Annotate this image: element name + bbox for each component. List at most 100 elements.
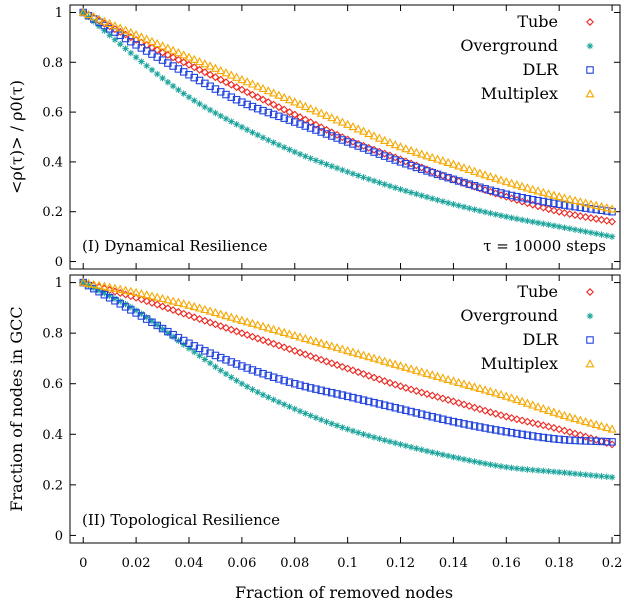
data-point — [211, 73, 220, 82]
data-point — [492, 211, 499, 218]
data-point — [232, 327, 241, 336]
panel-top: 0 0.2 0.4 0.6 0.8 1 <ρ(τ)> / ρ0(τ) (I) Dynamica… — [7, 4, 621, 270]
data-point — [338, 362, 347, 371]
data-point — [385, 137, 395, 147]
data-point — [301, 350, 310, 359]
series-multiplex — [78, 277, 617, 433]
data-point — [577, 227, 584, 234]
data-point — [322, 387, 331, 396]
data-point — [365, 146, 373, 154]
data-point — [571, 436, 579, 445]
data-point — [147, 298, 156, 307]
data-point — [566, 225, 573, 232]
data-point — [608, 217, 617, 226]
data-point — [390, 359, 400, 368]
data-point — [538, 187, 548, 196]
data-point — [216, 322, 225, 331]
data-point — [216, 75, 225, 84]
data-point — [275, 398, 283, 406]
data-point — [385, 378, 394, 387]
data-point — [544, 422, 553, 431]
data-point — [497, 463, 505, 470]
data-point — [544, 205, 553, 214]
data-point — [122, 45, 129, 52]
data-point — [195, 303, 205, 312]
data-point — [253, 93, 262, 102]
data-point — [395, 142, 406, 151]
data-point — [602, 203, 612, 212]
data-point — [450, 453, 457, 461]
data-point — [460, 400, 468, 409]
data-point — [154, 70, 161, 78]
data-point — [417, 410, 426, 418]
data-point — [359, 369, 368, 378]
data-point — [242, 317, 252, 326]
data-point — [396, 158, 405, 166]
data-point — [524, 217, 531, 225]
data-point — [512, 415, 521, 424]
data-point — [259, 95, 268, 104]
data-point — [233, 377, 240, 384]
data-point — [238, 98, 246, 106]
data-point — [285, 378, 294, 386]
data-point — [148, 66, 156, 74]
data-point — [348, 121, 358, 131]
data-point — [561, 469, 568, 476]
data-point — [608, 438, 616, 446]
data-point — [391, 380, 400, 389]
data-point — [433, 414, 442, 422]
data-point — [466, 457, 473, 464]
data-point — [327, 341, 337, 350]
data-point — [322, 130, 331, 138]
data-point — [577, 471, 584, 478]
data-point — [211, 320, 220, 329]
data-point — [550, 199, 558, 208]
data-point — [248, 366, 257, 374]
panel-annotation-right: τ = 10000 steps — [483, 237, 606, 255]
data-point — [444, 173, 452, 182]
data-point — [317, 386, 325, 395]
data-point — [164, 329, 172, 337]
data-point — [226, 312, 236, 321]
data-point — [238, 362, 246, 370]
data-point — [259, 369, 267, 378]
data-point — [470, 403, 479, 412]
data-point — [274, 326, 284, 335]
data-point — [94, 14, 104, 23]
data-point — [540, 220, 547, 227]
data-point — [466, 205, 473, 212]
data-point — [138, 58, 145, 65]
data-point — [358, 350, 369, 359]
data-point — [173, 297, 183, 306]
data-point — [581, 204, 590, 212]
data-point — [586, 213, 595, 222]
data-point — [94, 280, 104, 289]
data-point — [210, 307, 220, 317]
data-point — [184, 52, 194, 61]
data-point — [401, 362, 411, 371]
data-point — [327, 359, 336, 368]
data-point — [402, 406, 410, 415]
data-point — [528, 195, 537, 204]
data-point — [370, 434, 378, 441]
data-point — [459, 379, 469, 388]
data-point — [306, 335, 316, 344]
data-point — [497, 411, 505, 420]
data-point — [132, 307, 140, 314]
data-point — [560, 201, 569, 209]
data-point — [354, 142, 362, 150]
data-point — [465, 402, 474, 411]
data-point — [269, 339, 278, 348]
data-point — [101, 27, 108, 34]
data-point — [576, 431, 585, 440]
data-point — [581, 213, 590, 221]
data-point — [587, 472, 595, 479]
data-point — [598, 473, 605, 480]
data-point — [513, 192, 521, 201]
legend-label: DLR — [523, 330, 559, 349]
data-point — [190, 342, 199, 350]
data-point — [222, 370, 230, 378]
data-point — [444, 416, 452, 425]
data-point — [555, 469, 563, 476]
data-point — [423, 167, 431, 175]
